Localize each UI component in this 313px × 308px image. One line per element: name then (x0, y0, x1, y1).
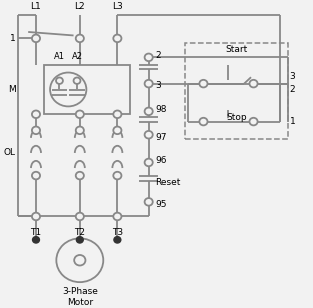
Circle shape (113, 111, 121, 118)
Circle shape (76, 237, 83, 243)
Circle shape (113, 213, 121, 220)
Text: 98: 98 (156, 105, 167, 114)
Circle shape (76, 34, 84, 42)
Text: Stop: Stop (226, 113, 247, 122)
Bar (185, 43, 288, 139)
Text: 3-Phase
Motor: 3-Phase Motor (62, 287, 98, 307)
Circle shape (199, 80, 208, 87)
Text: 2: 2 (156, 51, 161, 60)
Circle shape (199, 118, 208, 125)
Circle shape (32, 213, 40, 220)
Text: 97: 97 (156, 132, 167, 142)
Circle shape (76, 213, 84, 220)
Bar (44, 65, 130, 114)
Circle shape (76, 127, 84, 134)
Circle shape (113, 127, 121, 134)
Text: 2: 2 (290, 85, 295, 94)
Circle shape (113, 34, 121, 42)
Circle shape (145, 107, 153, 115)
Text: 1: 1 (10, 34, 16, 43)
Circle shape (145, 131, 153, 139)
Text: 3: 3 (290, 72, 295, 81)
Circle shape (32, 34, 40, 42)
Text: A2: A2 (71, 52, 83, 61)
Text: T1: T1 (30, 228, 42, 237)
Circle shape (113, 172, 121, 179)
Circle shape (76, 111, 84, 118)
Circle shape (32, 172, 40, 179)
Text: M: M (8, 85, 16, 94)
Circle shape (74, 78, 80, 84)
Circle shape (56, 78, 63, 84)
Circle shape (145, 54, 153, 61)
Text: OL: OL (4, 148, 16, 157)
Text: T2: T2 (74, 228, 85, 237)
Text: L3: L3 (112, 2, 123, 11)
Circle shape (145, 80, 153, 87)
Text: L2: L2 (74, 2, 85, 11)
Text: 1: 1 (290, 117, 295, 126)
Circle shape (33, 237, 39, 243)
Text: 96: 96 (156, 156, 167, 165)
Circle shape (76, 172, 84, 179)
Text: 3: 3 (156, 81, 161, 91)
Text: Reset: Reset (156, 178, 181, 187)
Circle shape (145, 159, 153, 166)
Circle shape (145, 198, 153, 206)
Text: A1: A1 (54, 52, 65, 61)
Text: Start: Start (225, 45, 248, 54)
Circle shape (32, 111, 40, 118)
Circle shape (249, 118, 258, 125)
Text: L1: L1 (31, 2, 41, 11)
Circle shape (32, 127, 40, 134)
Circle shape (114, 237, 121, 243)
Text: T3: T3 (112, 228, 123, 237)
Text: 95: 95 (156, 200, 167, 209)
Circle shape (249, 80, 258, 87)
